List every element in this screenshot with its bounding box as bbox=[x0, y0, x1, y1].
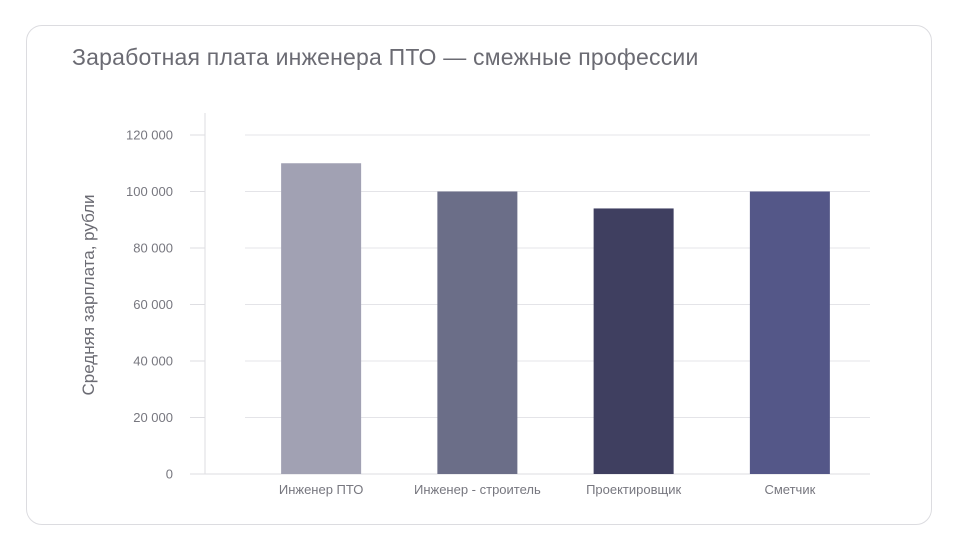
y-tick-label: 120 000 bbox=[126, 128, 173, 143]
chart-title: Заработная плата инженера ПТО — смежные … bbox=[72, 44, 699, 70]
bar bbox=[749, 191, 830, 474]
x-axis-labels: Инженер ПТО Инженер - строитель Проектиров… bbox=[279, 482, 816, 497]
y-tick-label: 20 000 bbox=[133, 410, 173, 425]
y-tick-label: 100 000 bbox=[126, 184, 173, 199]
y-tick-label: 40 000 bbox=[133, 354, 173, 369]
x-category-label: Инженер - строитель bbox=[414, 482, 541, 497]
y-tick-label: 60 000 bbox=[133, 297, 173, 312]
y-axis-title: Средняя зарплата, рубли bbox=[79, 194, 98, 395]
bar bbox=[281, 163, 362, 474]
x-category-label: Проектировщик bbox=[586, 482, 681, 497]
y-tick-label: 80 000 bbox=[133, 241, 173, 256]
y-axis: 0 20 000 40 000 60 000 80 000 100 000 120 000 bbox=[126, 113, 206, 482]
bar bbox=[437, 191, 518, 474]
x-category-label: Инженер ПТО bbox=[279, 482, 364, 497]
y-tick-label: 0 bbox=[166, 467, 173, 482]
bars bbox=[281, 163, 830, 474]
x-category-label: Сметчик bbox=[764, 482, 815, 497]
bar bbox=[593, 208, 674, 474]
